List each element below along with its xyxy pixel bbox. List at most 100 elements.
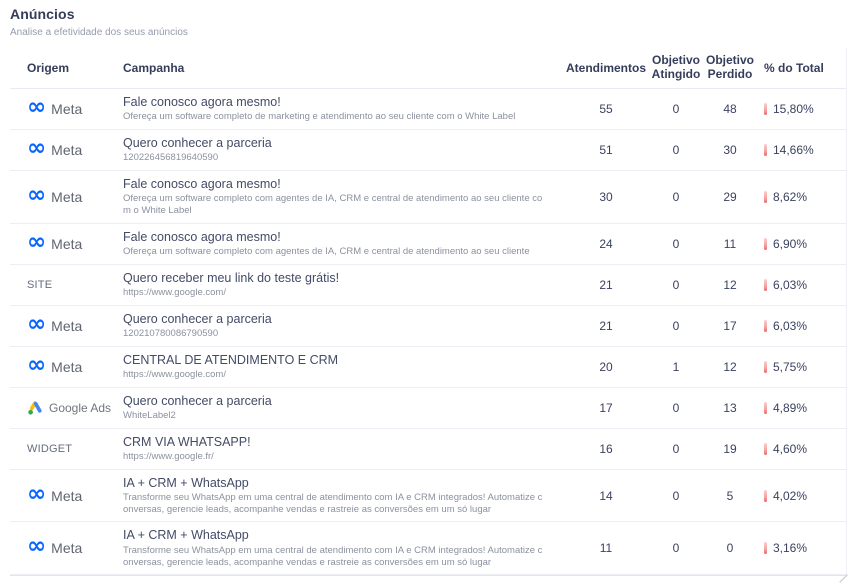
meta-logo: ∞ Meta bbox=[27, 134, 83, 161]
objetivo-perdido-value: 29 bbox=[723, 189, 737, 204]
campanha-cell: CRM VIA WHATSAPP! https://www.google.fr/ bbox=[123, 429, 562, 469]
source-label: Meta bbox=[51, 141, 83, 158]
objetivo-atingido-value: 0 bbox=[672, 488, 680, 503]
table-row[interactable]: WIDGET CRM VIA WHATSAPP! https://www.goo… bbox=[10, 429, 846, 470]
pct-cell: 15,80% bbox=[758, 102, 846, 116]
campanha-cell: Quero conhecer a parceria 12022645681964… bbox=[123, 130, 562, 170]
campaign-title: Quero receber meu link do teste grátis! bbox=[123, 270, 340, 285]
objetivo-atingido-value: 0 bbox=[672, 318, 680, 333]
table-row[interactable]: ∞ Meta Fale conosco agora mesmo! Ofereça… bbox=[10, 224, 846, 265]
header-atendimentos: Atendimentos bbox=[565, 60, 646, 75]
campaign-subtitle: Transforme seu WhatsApp em uma central d… bbox=[123, 544, 543, 569]
campaign-subtitle: Ofereça um software completo com agentes… bbox=[123, 192, 543, 217]
source-label: Meta bbox=[51, 317, 83, 334]
atendimentos-value: 20 bbox=[599, 359, 613, 374]
table-row[interactable]: ∞ Meta CENTRAL DE ATENDIMENTO E CRM http… bbox=[10, 347, 846, 388]
pct-value: 8,62% bbox=[773, 189, 808, 204]
meta-logo: ∞ Meta bbox=[27, 228, 83, 255]
origem-cell: Google Ads bbox=[27, 399, 123, 416]
campanha-cell: Quero conhecer a parceria WhiteLabel2 bbox=[123, 388, 562, 428]
table-row[interactable]: ∞ Meta Fale conosco agora mesmo! Ofereça… bbox=[10, 171, 846, 224]
table-row[interactable]: ∞ Meta Quero conhecer a parceria 1202107… bbox=[10, 306, 846, 347]
table-row[interactable]: ∞ Meta IA + CRM + WhatsApp Transforme se… bbox=[10, 522, 846, 576]
pct-value: 3,16% bbox=[773, 541, 808, 556]
atendimentos-value: 16 bbox=[599, 441, 613, 456]
campaign-subtitle: WhiteLabel2 bbox=[123, 409, 176, 421]
atendimentos-value: 30 bbox=[599, 189, 613, 204]
campaign-subtitle: https://www.google.fr/ bbox=[123, 450, 214, 462]
origem-cell: ∞ Meta bbox=[27, 351, 123, 378]
campaign-title: CENTRAL DE ATENDIMENTO E CRM bbox=[123, 352, 339, 367]
atendimentos-value: 51 bbox=[599, 142, 613, 157]
pct-cell: 6,03% bbox=[758, 319, 846, 333]
trend-down-icon bbox=[764, 319, 767, 332]
atendimentos-value: 21 bbox=[599, 277, 613, 292]
campaign-title: Fale conosco agora mesmo! bbox=[123, 229, 281, 244]
objetivo-atingido-value: 0 bbox=[672, 277, 680, 292]
pct-cell: 3,16% bbox=[758, 541, 846, 555]
meta-logo: ∞ Meta bbox=[27, 351, 82, 378]
meta-infinity-icon: ∞ bbox=[27, 181, 47, 208]
pct-value: 5,75% bbox=[773, 359, 808, 374]
campanha-cell: Fale conosco agora mesmo! Ofereça um sof… bbox=[123, 224, 562, 264]
header-campanha: Campanha bbox=[123, 60, 185, 75]
objetivo-atingido-value: 0 bbox=[672, 189, 680, 204]
objetivo-perdido-value: 0 bbox=[726, 541, 734, 556]
objetivo-perdido-value: 13 bbox=[723, 400, 737, 415]
table-row[interactable]: ∞ Meta Fale conosco agora mesmo! Ofereça… bbox=[10, 89, 846, 130]
campanha-cell: IA + CRM + WhatsApp Transforme seu Whats… bbox=[123, 470, 562, 522]
source-label: SITE bbox=[27, 278, 53, 291]
table-row[interactable]: Google Ads Quero conhecer a parceria Whi… bbox=[10, 388, 846, 429]
meta-logo: ∞ Meta bbox=[27, 181, 83, 208]
objetivo-perdido-value: 11 bbox=[723, 236, 737, 251]
origem-cell: SITE bbox=[27, 279, 123, 291]
atendimentos-value: 14 bbox=[599, 488, 613, 503]
objetivo-perdido-value: 12 bbox=[723, 359, 737, 374]
campanha-cell: Quero conhecer a parceria 12021078008679… bbox=[123, 306, 562, 346]
campanha-cell: Fale conosco agora mesmo! Ofereça um sof… bbox=[123, 89, 562, 129]
origem-cell: ∞ Meta bbox=[27, 134, 123, 161]
pct-cell: 4,89% bbox=[758, 401, 846, 415]
resize-grip-icon[interactable] bbox=[839, 574, 848, 583]
table-row[interactable]: ∞ Meta IA + CRM + WhatsApp Transforme se… bbox=[10, 470, 846, 523]
meta-infinity-icon: ∞ bbox=[27, 228, 47, 255]
meta-infinity-icon: ∞ bbox=[27, 134, 47, 161]
source-label: Meta bbox=[51, 188, 83, 205]
table-row[interactable]: SITE Quero receber meu link do teste grá… bbox=[10, 265, 846, 306]
table-row[interactable]: ∞ Meta Quero conhecer a parceria 1202264… bbox=[10, 130, 846, 171]
meta-logo: ∞ Meta bbox=[27, 482, 82, 505]
header-origem: Origem bbox=[27, 60, 70, 75]
source-label: Google Ads bbox=[49, 400, 112, 415]
meta-logo: ∞ Meta bbox=[27, 312, 83, 335]
source-label: Meta bbox=[51, 235, 83, 252]
source-label: Meta bbox=[51, 540, 83, 557]
pct-cell: 14,66% bbox=[758, 143, 846, 157]
origem-cell: ∞ Meta bbox=[27, 312, 123, 335]
source-label: Meta bbox=[51, 100, 83, 117]
origem-cell: ∞ Meta bbox=[27, 535, 123, 558]
objetivo-perdido-value: 5 bbox=[726, 488, 734, 503]
campaign-title: Quero conhecer a parceria bbox=[123, 135, 272, 150]
source-label: WIDGET bbox=[27, 442, 73, 455]
trend-down-icon bbox=[764, 360, 767, 373]
campaign-title: IA + CRM + WhatsApp bbox=[123, 528, 249, 543]
meta-logo: ∞ Meta bbox=[27, 535, 83, 558]
pct-cell: 6,03% bbox=[758, 278, 846, 292]
atendimentos-value: 21 bbox=[599, 318, 613, 333]
origem-cell: ∞ Meta bbox=[27, 482, 123, 505]
atendimentos-value: 17 bbox=[599, 400, 613, 415]
page-subtitle: Analise a efetividade dos seus anúncios bbox=[10, 27, 188, 38]
objetivo-perdido-value: 48 bbox=[723, 101, 737, 116]
campaign-title: Fale conosco agora mesmo! bbox=[123, 94, 281, 109]
google-ads-logo: Google Ads bbox=[27, 399, 111, 416]
pct-value: 6,03% bbox=[773, 277, 808, 292]
pct-value: 15,80% bbox=[773, 101, 814, 116]
campaign-title: CRM VIA WHATSAPP! bbox=[123, 434, 251, 449]
campanha-cell: CENTRAL DE ATENDIMENTO E CRM https://www… bbox=[123, 347, 562, 387]
pct-cell: 6,90% bbox=[758, 237, 846, 251]
page-title: Anúncios bbox=[10, 6, 75, 22]
meta-infinity-icon: ∞ bbox=[27, 351, 47, 378]
trend-down-icon bbox=[764, 190, 767, 203]
campaign-subtitle: 120226456819640590 bbox=[123, 152, 219, 164]
pct-value: 14,66% bbox=[773, 142, 814, 157]
